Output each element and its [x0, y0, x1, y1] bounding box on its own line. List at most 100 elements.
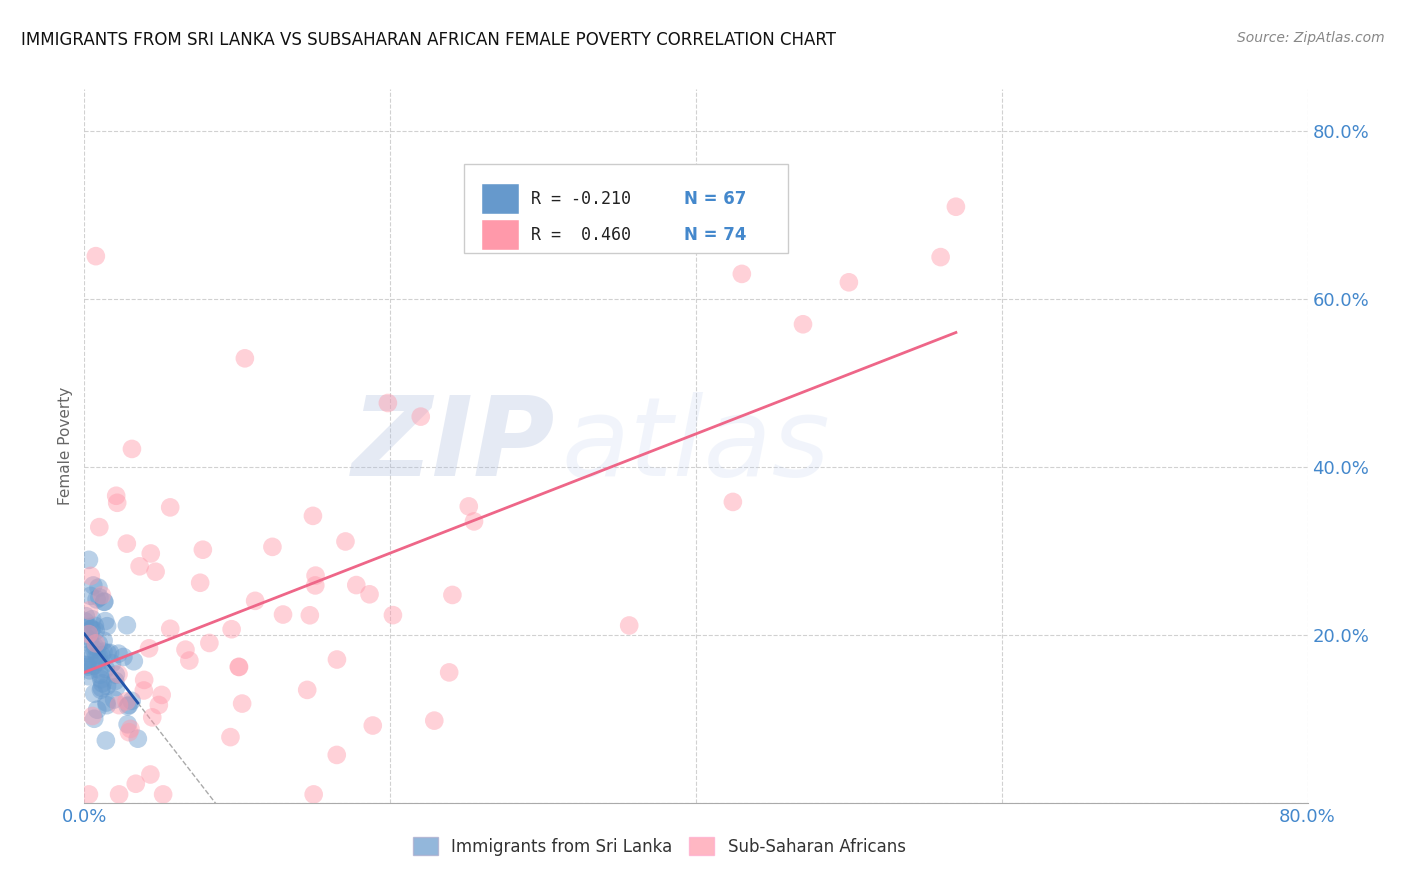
Point: [141, 710, 163, 724]
Point: [77, 659, 100, 673]
Point: [219, 730, 242, 744]
Point: [79, 663, 101, 677]
Point: [228, 660, 250, 674]
Point: [335, 534, 357, 549]
Point: [150, 688, 173, 702]
Point: [792, 318, 814, 332]
Point: [159, 500, 181, 515]
Point: [83, 642, 105, 657]
Point: [304, 578, 326, 592]
Point: [96, 619, 118, 633]
Point: [94, 662, 117, 676]
Point: [457, 500, 479, 514]
Point: [115, 536, 138, 550]
Point: [93, 645, 115, 659]
Point: [121, 442, 143, 456]
Point: [79, 589, 101, 603]
Point: [98, 646, 121, 660]
Point: [93, 633, 115, 648]
Point: [82, 612, 104, 626]
Text: IMMIGRANTS FROM SRI LANKA VS SUBSAHARAN AFRICAN FEMALE POVERTY CORRELATION CHART: IMMIGRANTS FROM SRI LANKA VS SUBSAHARAN …: [21, 31, 837, 49]
Point: [233, 351, 256, 366]
FancyBboxPatch shape: [464, 164, 787, 253]
Point: [104, 667, 127, 681]
Point: [94, 733, 117, 747]
Point: [87, 637, 110, 651]
Point: [139, 546, 162, 560]
Point: [463, 515, 485, 529]
Point: [302, 508, 325, 523]
Text: R = -0.210: R = -0.210: [531, 190, 631, 208]
Point: [112, 650, 135, 665]
Point: [108, 788, 131, 802]
Point: [97, 646, 120, 660]
Point: [174, 642, 197, 657]
Point: [731, 267, 754, 281]
Point: [82, 709, 104, 723]
Point: [139, 767, 162, 781]
Text: N = 67: N = 67: [683, 190, 747, 208]
Point: [107, 647, 129, 661]
Point: [302, 788, 325, 802]
Point: [75, 657, 97, 672]
Point: [77, 669, 100, 683]
Point: [271, 607, 294, 622]
Point: [77, 651, 100, 665]
Point: [80, 569, 103, 583]
Point: [381, 608, 404, 623]
Point: [73, 628, 96, 642]
Point: [326, 652, 349, 666]
Point: [101, 657, 124, 671]
Point: [838, 275, 860, 289]
Point: [198, 636, 221, 650]
Point: [117, 699, 139, 714]
Point: [231, 697, 253, 711]
Point: [94, 614, 117, 628]
Point: [83, 640, 105, 654]
Text: ZIP: ZIP: [352, 392, 555, 500]
Point: [80, 622, 103, 636]
Point: [93, 595, 115, 609]
Point: [90, 588, 112, 602]
Point: [89, 591, 111, 605]
Point: [77, 553, 100, 567]
Point: [90, 682, 112, 697]
Legend: Immigrants from Sri Lanka, Sub-Saharan Africans: Immigrants from Sri Lanka, Sub-Saharan A…: [406, 830, 912, 863]
Point: [83, 619, 105, 633]
Point: [127, 731, 149, 746]
Point: [76, 658, 98, 673]
Point: [105, 489, 128, 503]
Text: Source: ZipAtlas.com: Source: ZipAtlas.com: [1237, 31, 1385, 45]
Point: [79, 620, 101, 634]
Point: [118, 698, 141, 712]
Point: [86, 703, 108, 717]
Point: [89, 667, 111, 681]
Point: [262, 540, 284, 554]
Point: [228, 660, 250, 674]
Point: [243, 594, 266, 608]
Point: [83, 712, 105, 726]
Point: [929, 250, 952, 264]
Point: [295, 682, 318, 697]
Point: [304, 568, 326, 582]
Point: [87, 648, 110, 663]
Point: [86, 592, 108, 607]
Point: [103, 692, 125, 706]
Point: [377, 396, 399, 410]
Point: [77, 627, 100, 641]
Point: [75, 615, 97, 629]
Point: [96, 696, 118, 710]
Point: [945, 200, 967, 214]
Point: [84, 624, 107, 638]
Point: [145, 565, 167, 579]
Point: [159, 622, 181, 636]
Point: [90, 672, 112, 686]
Point: [437, 665, 460, 680]
Point: [122, 654, 145, 668]
Text: N = 74: N = 74: [683, 226, 747, 244]
Point: [105, 496, 128, 510]
Point: [115, 694, 138, 708]
Point: [326, 747, 349, 762]
Point: [87, 655, 110, 669]
Point: [75, 609, 97, 624]
